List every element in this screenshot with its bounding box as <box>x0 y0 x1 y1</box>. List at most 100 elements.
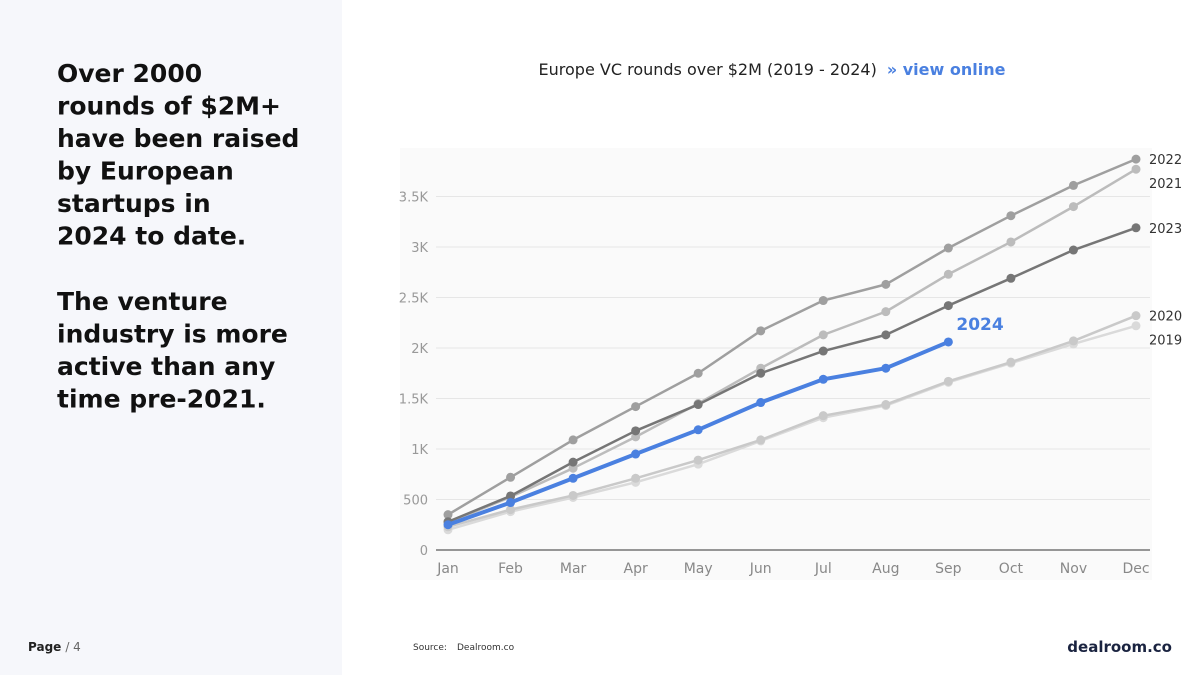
y-tick-label: 2.5K <box>399 292 429 307</box>
data-point <box>443 510 453 520</box>
data-point <box>693 368 703 378</box>
headline-line: time pre-2021. <box>57 385 266 414</box>
data-point <box>756 435 766 445</box>
data-point <box>881 363 891 373</box>
data-point <box>1131 311 1141 321</box>
data-point <box>756 398 766 408</box>
y-tick-label: 0 <box>420 544 428 559</box>
x-tick-label: Aug <box>872 561 899 577</box>
source-label: Source: <box>413 643 447 653</box>
headline-line: industry is more <box>57 320 288 349</box>
data-point <box>631 449 641 459</box>
series-line <box>447 226 1137 523</box>
data-point <box>506 472 516 482</box>
data-point <box>693 425 703 435</box>
headline-line: Over 2000 <box>57 59 202 88</box>
headline-line: rounds of $2M+ <box>57 92 281 121</box>
data-point <box>1068 180 1078 190</box>
series-line <box>447 168 1137 524</box>
data-point <box>568 435 578 445</box>
data-point <box>568 473 578 483</box>
headline-line: have been raised <box>57 124 299 153</box>
data-point <box>443 520 453 530</box>
data-point <box>881 279 891 289</box>
chart-title: Europe VC rounds over $2M (2019 - 2024) <box>539 60 877 79</box>
data-point <box>568 457 578 467</box>
y-tick-label: 1.5K <box>399 393 429 408</box>
page-number: / 4 <box>65 640 81 654</box>
data-point <box>693 400 703 410</box>
left-panel <box>0 0 342 675</box>
data-point <box>693 455 703 465</box>
data-point <box>631 473 641 483</box>
series-line <box>447 314 1137 528</box>
data-point <box>1131 321 1141 331</box>
y-tick-label: 500 <box>403 494 428 509</box>
series-line <box>447 324 1137 532</box>
data-point <box>1131 223 1141 233</box>
data-point <box>756 368 766 378</box>
data-point <box>1006 237 1016 247</box>
y-tick-label: 2K <box>411 342 428 357</box>
x-tick-label: Jun <box>749 561 772 577</box>
data-point <box>506 491 516 501</box>
data-point <box>1006 357 1016 367</box>
series-label: 2019 <box>1149 334 1182 349</box>
chart-heading: Europe VC rounds over $2M (2019 - 2024) »… <box>539 60 1006 79</box>
data-point <box>1068 336 1078 346</box>
x-tick-label: May <box>684 561 713 577</box>
data-point <box>818 374 828 384</box>
source: Dealroom.co <box>457 643 515 653</box>
x-tick-label: Apr <box>624 561 648 577</box>
data-point <box>1068 202 1078 212</box>
data-point <box>631 402 641 412</box>
x-tick-label: Sep <box>935 561 962 577</box>
data-point <box>1068 245 1078 255</box>
x-tick-label: Mar <box>560 561 587 577</box>
y-tick-label: 3.5K <box>399 191 429 206</box>
series-line <box>447 157 1137 516</box>
x-tick-label: Dec <box>1122 561 1149 577</box>
data-point <box>1006 211 1016 221</box>
data-point <box>818 330 828 340</box>
page-indicator: Page / 4 <box>28 640 81 654</box>
data-point <box>881 330 891 340</box>
data-point <box>881 400 891 410</box>
data-point <box>943 376 953 386</box>
data-point <box>631 426 641 436</box>
series-label: 2022 <box>1149 153 1182 168</box>
x-tick-label: Nov <box>1060 561 1087 577</box>
series-label: 2023 <box>1149 222 1182 237</box>
view-online-link[interactable]: » view online <box>887 60 1006 79</box>
data-point <box>818 346 828 356</box>
x-tick-label: Jul <box>814 561 832 577</box>
data-point <box>506 505 516 515</box>
data-point <box>943 337 953 347</box>
data-point <box>818 411 828 421</box>
headline-line: The venture <box>57 287 228 316</box>
headline-line: startups in <box>57 189 211 218</box>
data-point <box>506 498 516 508</box>
data-point <box>1006 273 1016 283</box>
data-point <box>881 307 891 317</box>
data-point <box>1131 164 1141 174</box>
data-point <box>943 269 953 279</box>
data-point <box>943 301 953 311</box>
data-point <box>568 490 578 500</box>
x-tick-label: Oct <box>999 561 1024 577</box>
y-tick-label: 3K <box>411 241 428 256</box>
series-label: 2024 <box>956 315 1003 335</box>
x-tick-label: Jan <box>436 561 459 577</box>
headline-line: active than any <box>57 352 275 381</box>
page-label: Page <box>28 640 61 654</box>
data-point <box>756 326 766 336</box>
x-tick-label: Feb <box>498 561 523 577</box>
data-point <box>818 296 828 306</box>
headline-line: by European <box>57 157 234 186</box>
y-tick-label: 1K <box>411 443 428 458</box>
data-point <box>1131 154 1141 164</box>
headline-line: 2024 to date. <box>57 222 246 251</box>
data-point <box>943 243 953 253</box>
series-label: 2021 <box>1149 177 1182 192</box>
